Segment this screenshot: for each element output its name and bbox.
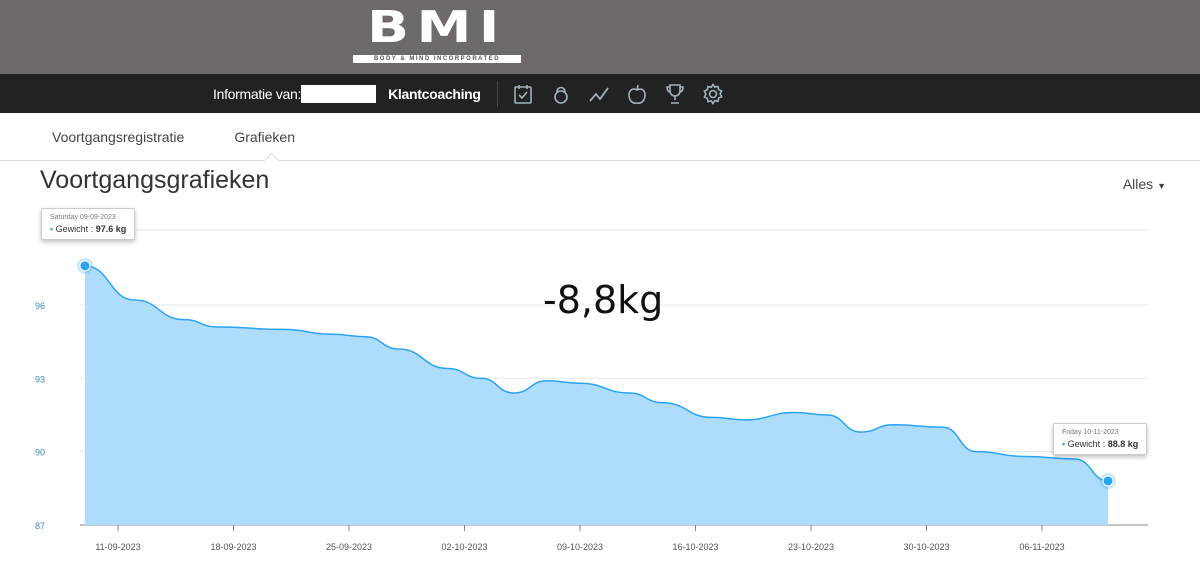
tooltip-value: 88.8 kg: [1107, 439, 1139, 449]
bmi-logo[interactable]: BMI BODY & MIND INCORPORATED: [353, 6, 521, 63]
tooltip-series: Gewicht: [1067, 439, 1101, 449]
top-nav: Informatie van: Klantcoaching: [0, 74, 1200, 113]
tooltip-date: Saturday 09-09-2023: [50, 214, 116, 221]
x-tick-label: 23-10-2023: [788, 542, 834, 552]
tooltip-series: Gewicht: [55, 224, 89, 234]
header-banner: BMI BODY & MIND INCORPORATED: [0, 0, 1200, 74]
y-tick-label: 87: [35, 521, 45, 531]
kettlebell-icon[interactable]: [550, 83, 572, 105]
tooltip-start: Saturday 09-09-2023 • Gewicht : 97.6 kg: [41, 208, 136, 240]
page-title: Voortgangsgrafieken: [40, 166, 270, 194]
redacted-client-name: [301, 84, 377, 103]
tab-bar: Voortgangsregistratie Grafieken: [0, 113, 1200, 169]
trophy-icon[interactable]: [664, 83, 686, 105]
x-tick-label: 25-09-2023: [326, 542, 372, 552]
x-tick-label: 11-09-2023: [95, 542, 140, 552]
data-point: [1102, 475, 1114, 487]
range-dropdown-label: Alles: [1122, 176, 1154, 192]
area-fill: [85, 265, 1108, 525]
series-line: [84, 265, 1109, 482]
klantcoaching-link[interactable]: Klantcoaching: [388, 85, 481, 102]
x-tick-label: 16-10-2023: [672, 542, 718, 552]
trend-line-icon[interactable]: [588, 83, 610, 105]
tooltip-value: 97.6 kg: [95, 224, 127, 234]
clipboard-check-icon[interactable]: [512, 83, 534, 105]
y-tick-label: 90: [35, 448, 45, 458]
x-tick-label: 18-09-2023: [210, 542, 256, 552]
tab-grafieken[interactable]: Grafieken: [234, 128, 296, 145]
gear-icon[interactable]: [702, 82, 724, 105]
caret-down-icon: ▼: [1157, 181, 1166, 191]
apple-icon[interactable]: [626, 83, 648, 105]
logo-text: BMI: [367, 2, 507, 53]
weight-loss-annotation: -8,8kg: [543, 278, 664, 322]
data-point: [79, 260, 91, 272]
logo-tagline: BODY & MIND INCORPORATED: [353, 55, 521, 63]
x-tick-label: 06-11-2023: [1019, 542, 1064, 552]
x-tick-label: 09-10-2023: [557, 542, 603, 552]
tooltip-end: Friday 10-11-2023 • Gewicht : 88.8 kg: [1053, 423, 1148, 455]
info-label: Informatie van:: [213, 85, 302, 102]
tab-voortgangsregistratie[interactable]: Voortgangsregistratie: [52, 128, 185, 145]
y-tick-label: 93: [35, 374, 45, 384]
y-tick-label: 96: [35, 301, 45, 311]
range-dropdown[interactable]: Alles ▼: [1123, 176, 1166, 192]
x-tick-label: 30-10-2023: [903, 542, 949, 552]
x-tick-label: 02-10-2023: [441, 542, 487, 552]
tooltip-date: Friday 10-11-2023: [1062, 429, 1119, 436]
divider: [496, 80, 498, 107]
